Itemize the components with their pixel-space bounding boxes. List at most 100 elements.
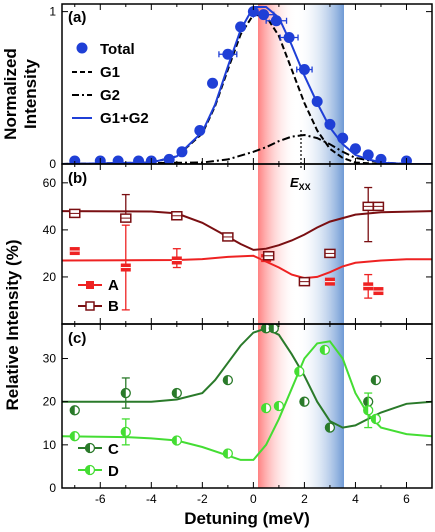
point-a [171, 248, 182, 269]
point-b [262, 251, 275, 261]
y-tick-label: 20 [43, 395, 57, 409]
point-total [337, 132, 349, 144]
point-total [235, 21, 247, 33]
point-total [133, 155, 145, 164]
panel-a-ylabel-line2: Intensity [21, 59, 40, 129]
x-tick-label: 6 [403, 492, 410, 506]
panel-a-plot [62, 6, 432, 164]
x-tick-label: 0 [250, 492, 257, 506]
point-c [299, 396, 310, 407]
xlabel-detuning: Detuning (meV) [184, 509, 310, 528]
y-tick-label: 1 [49, 5, 56, 19]
point-a [324, 277, 335, 286]
legend-marker-b [85, 301, 95, 311]
legend-label-d: D [108, 463, 119, 480]
legend-panel-b: A B [78, 277, 119, 315]
point-d [171, 435, 182, 446]
point-total [176, 146, 188, 158]
x-tick-label: 2 [301, 492, 308, 506]
legend-marker-c [84, 442, 96, 454]
point-b [222, 232, 234, 242]
point-c [370, 374, 382, 386]
ylabel-relative-intensity: Relative Intensity (%) [3, 240, 22, 411]
y-tick-label: 60 [43, 176, 57, 190]
point-b [372, 201, 385, 212]
panel-a-label: (a) [68, 9, 86, 26]
point-a [120, 224, 131, 311]
legend-label-b: B [108, 298, 119, 315]
point-total [69, 155, 81, 164]
point-total [207, 77, 219, 89]
legend-marker-total [76, 42, 88, 54]
point-b [69, 208, 81, 219]
detuning-band [258, 4, 344, 488]
tick-labels: 0 1 20 40 60 0 10 20 30 -6 -4 -2 0 2 4 6 [43, 5, 410, 506]
point-d [370, 413, 382, 425]
panel-frame [61, 323, 433, 489]
point-d [222, 448, 234, 459]
y-tick-label: 10 [43, 438, 57, 452]
point-b [324, 248, 336, 259]
x-tick-label: -6 [95, 492, 106, 506]
axes [61, 3, 433, 489]
point-total [375, 153, 387, 164]
series-line-a-fit [62, 254, 432, 280]
point-total [311, 96, 323, 108]
point-b [120, 193, 132, 223]
point-a [69, 247, 80, 256]
point-total [252, 9, 275, 21]
panel-b-label: (b) [68, 170, 87, 187]
legend-label-c: C [108, 441, 119, 458]
point-d [273, 400, 285, 412]
point-total [218, 48, 238, 60]
point-c [324, 422, 336, 433]
point-c [268, 324, 279, 334]
legend-marker-a [86, 281, 94, 289]
point-total [112, 155, 124, 164]
point-d [69, 431, 80, 442]
point-total [362, 149, 374, 161]
legend-label-total: Total [100, 41, 135, 58]
panel-b-plot [62, 186, 432, 311]
point-total [279, 32, 299, 44]
panel-c-label: (c) [68, 330, 86, 347]
point-d [319, 344, 330, 356]
point-b [171, 211, 183, 221]
legend-label-g1: G1 [100, 64, 120, 81]
y-tick-label: 40 [43, 223, 57, 237]
point-total [296, 64, 313, 76]
point-total [349, 143, 361, 155]
x-tick-label: -4 [146, 492, 157, 506]
point-c [222, 374, 234, 386]
point-d [294, 366, 305, 377]
point-b [298, 276, 311, 287]
panel-c-plot [62, 324, 432, 461]
point-total [194, 124, 206, 136]
x-tick-label: 4 [352, 492, 359, 506]
series-line-g1-g2 [62, 6, 432, 164]
exx-annotation: EXX [290, 175, 311, 192]
point-total [324, 118, 336, 130]
point-a [373, 287, 384, 296]
legend-marker-d [84, 464, 96, 476]
point-c [120, 377, 131, 409]
y-tick-label: 20 [43, 270, 57, 284]
panel-a-ylabel-line1: Normalized [1, 48, 20, 140]
panel-frame [61, 3, 433, 165]
legend-label-g2: G2 [100, 87, 120, 104]
legend-panel-a: Total G1 G2 G1+G2 [72, 41, 149, 127]
y-tick-label: 0 [49, 157, 56, 171]
point-d [363, 392, 374, 429]
point-total [163, 153, 175, 164]
point-c [171, 387, 182, 399]
legend-label-g1g2: G1+G2 [100, 110, 149, 127]
x-tick-label: -2 [197, 492, 208, 506]
legend-panel-c: C D [78, 441, 119, 480]
point-d [260, 403, 272, 414]
point-total [265, 15, 288, 27]
y-tick-label: 0 [49, 481, 56, 495]
series-line-b-fit [62, 210, 432, 251]
y-tick-label: 30 [43, 352, 57, 366]
point-c [69, 405, 80, 416]
